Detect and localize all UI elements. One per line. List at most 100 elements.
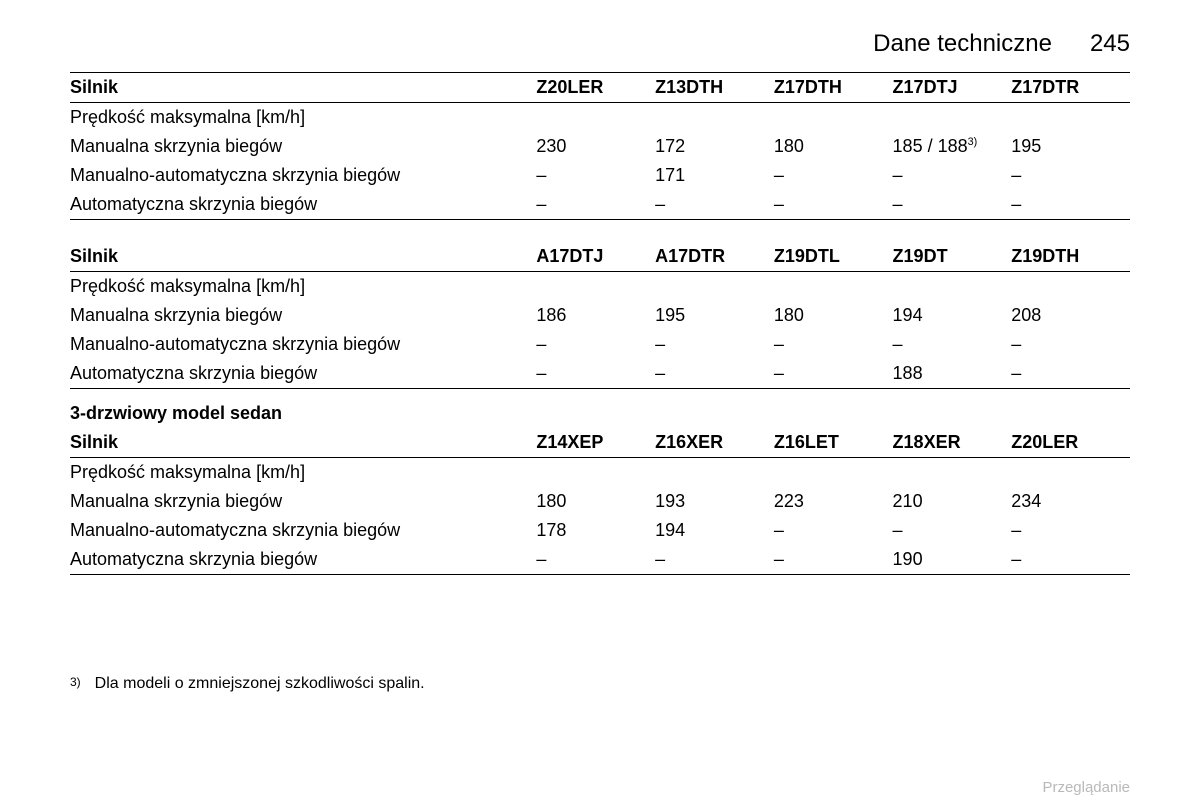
row-label: Manualno-automatyczna skrzynia biegów	[70, 330, 536, 359]
cell: 171	[655, 161, 774, 190]
cell: –	[536, 359, 655, 389]
col-head: Z14XEP	[536, 428, 655, 458]
cell: –	[774, 161, 893, 190]
table-head-row: Silnik Z14XEP Z16XER Z16LET Z18XER Z20LE…	[70, 428, 1130, 458]
cell: –	[536, 161, 655, 190]
col-head: Z20LER	[536, 73, 655, 103]
table-row: Prędkość maksymalna [km/h]	[70, 272, 1130, 302]
cell: 193	[655, 487, 774, 516]
col-label: Silnik	[70, 428, 536, 458]
col-head: Z16LET	[774, 428, 893, 458]
row-label: Manualna skrzynia biegów	[70, 487, 536, 516]
cell: –	[655, 330, 774, 359]
row-label: Manualna skrzynia biegów	[70, 132, 536, 161]
cell: 210	[893, 487, 1012, 516]
section-title: 3-drzwiowy model sedan	[70, 389, 1130, 429]
cell: –	[893, 190, 1012, 220]
col-head: Z17DTH	[774, 73, 893, 103]
row-label: Manualno-automatyczna skrzynia biegów	[70, 161, 536, 190]
footnote-text: Dla modeli o zmniejszonej szkodliwości s…	[95, 675, 425, 693]
header-page-number: 245	[1090, 30, 1130, 58]
cell: –	[774, 545, 893, 575]
table-row: Automatyczna skrzynia biegów – – – – –	[70, 190, 1130, 220]
col-label: Silnik	[70, 242, 536, 272]
cell: –	[774, 359, 893, 389]
table-row: Automatyczna skrzynia biegów – – – 190 –	[70, 545, 1130, 575]
table-head-row: Silnik Z20LER Z13DTH Z17DTH Z17DTJ Z17DT…	[70, 73, 1130, 103]
cell: 172	[655, 132, 774, 161]
header-title: Dane techniczne	[873, 30, 1052, 58]
table-row: Manualna skrzynia biegów 180 193 223 210…	[70, 487, 1130, 516]
cell: –	[893, 161, 1012, 190]
col-head: Z17DTJ	[893, 73, 1012, 103]
row-label: Prędkość maksymalna [km/h]	[70, 103, 536, 133]
footer-text: Przeglądanie	[1042, 779, 1130, 796]
cell: –	[655, 545, 774, 575]
cell: –	[1011, 545, 1130, 575]
table-row: Manualna skrzynia biegów 230 172 180 185…	[70, 132, 1130, 161]
cell: 178	[536, 516, 655, 545]
cell: 190	[893, 545, 1012, 575]
cell: 180	[536, 487, 655, 516]
row-label: Manualno-automatyczna skrzynia biegów	[70, 516, 536, 545]
col-head: Z19DTL	[774, 242, 893, 272]
cell: 180	[774, 301, 893, 330]
cell: 234	[1011, 487, 1130, 516]
col-head: Z19DT	[893, 242, 1012, 272]
cell: 188	[893, 359, 1012, 389]
cell: 185 / 1883)	[893, 132, 1012, 161]
table-row: Automatyczna skrzynia biegów – – – 188 –	[70, 359, 1130, 389]
footnote-marker: 3)	[968, 136, 978, 148]
cell: –	[774, 330, 893, 359]
col-head: A17DTJ	[536, 242, 655, 272]
spec-tables: Silnik Z20LER Z13DTH Z17DTH Z17DTJ Z17DT…	[70, 72, 1130, 575]
row-label: Automatyczna skrzynia biegów	[70, 190, 536, 220]
col-label: Silnik	[70, 73, 536, 103]
table-row: Manualno-automatyczna skrzynia biegów 17…	[70, 516, 1130, 545]
table-row: Prędkość maksymalna [km/h]	[70, 103, 1130, 133]
cell: –	[655, 190, 774, 220]
cell: 194	[655, 516, 774, 545]
col-head: Z19DTH	[1011, 242, 1130, 272]
cell: 195	[655, 301, 774, 330]
table-section-title-row: 3-drzwiowy model sedan	[70, 389, 1130, 429]
cell: –	[1011, 190, 1130, 220]
cell: 186	[536, 301, 655, 330]
table-row: Manualno-automatyczna skrzynia biegów – …	[70, 161, 1130, 190]
cell: –	[655, 359, 774, 389]
table-row: Manualno-automatyczna skrzynia biegów – …	[70, 330, 1130, 359]
cell: –	[1011, 330, 1130, 359]
table-row: Manualna skrzynia biegów 186 195 180 194…	[70, 301, 1130, 330]
cell: 195	[1011, 132, 1130, 161]
cell: –	[536, 330, 655, 359]
row-label: Prędkość maksymalna [km/h]	[70, 458, 536, 488]
row-label: Automatyczna skrzynia biegów	[70, 359, 536, 389]
cell: 223	[774, 487, 893, 516]
cell: 180	[774, 132, 893, 161]
page-header: Dane techniczne 245	[70, 30, 1130, 58]
cell: –	[1011, 161, 1130, 190]
row-label: Automatyczna skrzynia biegów	[70, 545, 536, 575]
col-head: Z17DTR	[1011, 73, 1130, 103]
cell: 194	[893, 301, 1012, 330]
col-head: Z18XER	[893, 428, 1012, 458]
cell: –	[774, 516, 893, 545]
cell: 230	[536, 132, 655, 161]
table-row: Prędkość maksymalna [km/h]	[70, 458, 1130, 488]
cell: –	[1011, 516, 1130, 545]
cell: 208	[1011, 301, 1130, 330]
row-label: Manualna skrzynia biegów	[70, 301, 536, 330]
footnote-marker: 3)	[70, 675, 81, 693]
footnote: 3) Dla modeli o zmniejszonej szkodliwośc…	[70, 675, 1130, 693]
col-head: A17DTR	[655, 242, 774, 272]
cell: –	[536, 190, 655, 220]
cell: –	[1011, 359, 1130, 389]
cell: –	[536, 545, 655, 575]
col-head: Z16XER	[655, 428, 774, 458]
col-head: Z13DTH	[655, 73, 774, 103]
table-head-row: Silnik A17DTJ A17DTR Z19DTL Z19DT Z19DTH	[70, 242, 1130, 272]
row-label: Prędkość maksymalna [km/h]	[70, 272, 536, 302]
cell: –	[893, 516, 1012, 545]
cell: –	[893, 330, 1012, 359]
col-head: Z20LER	[1011, 428, 1130, 458]
